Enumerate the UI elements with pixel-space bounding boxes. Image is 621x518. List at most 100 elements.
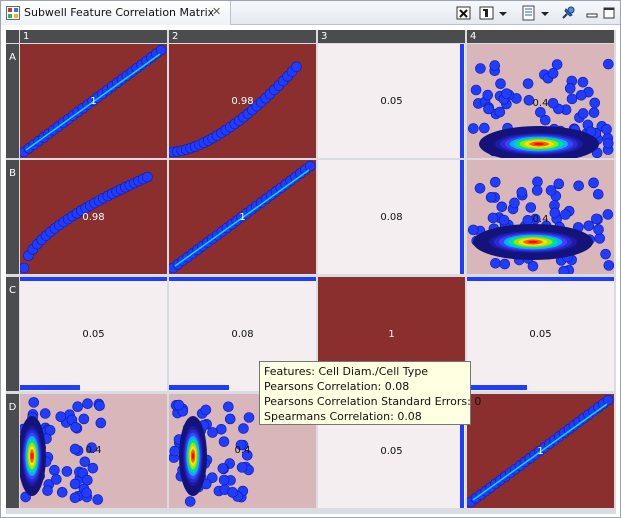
matrix-corner: [6, 30, 19, 43]
row-header-C: C: [6, 277, 19, 391]
scatter-point: [525, 202, 537, 213]
scatter-point: [516, 186, 528, 198]
cell-plot: [20, 160, 167, 274]
edge-bar: [20, 277, 167, 281]
cell-background: [318, 160, 465, 274]
scatter-point: [495, 78, 506, 89]
scatter-point: [602, 137, 614, 149]
scatter-point: [20, 262, 30, 274]
scatter-point: [501, 88, 512, 99]
scatter-point: [39, 408, 51, 419]
scatter-point: [577, 108, 589, 119]
cell-plot: [467, 160, 614, 274]
edge-bar: [460, 160, 464, 274]
scatter-point: [223, 401, 234, 413]
column-header-1: 1: [20, 30, 167, 43]
cell-plot: [169, 394, 316, 508]
matrix-cell-A1[interactable]: 1: [20, 44, 167, 158]
row-header-B: B: [6, 160, 19, 274]
scatter-point: [69, 443, 81, 455]
matrix-cell-A3[interactable]: 0.05: [318, 44, 465, 158]
row-header-D: D: [6, 394, 19, 508]
scatter-point: [551, 59, 563, 70]
scatter-point: [577, 76, 589, 88]
scatter-point: [78, 413, 90, 425]
scatter-point: [227, 487, 238, 498]
scatter-point: [81, 487, 92, 499]
close-icon[interactable]: ✕: [212, 5, 222, 18]
cell-plot: [169, 44, 316, 158]
matrix-view-icon: [6, 6, 20, 20]
scatter-point: [142, 171, 153, 183]
scatter-point: [485, 192, 497, 203]
scatter-point: [224, 413, 236, 425]
matrix-cell-A2[interactable]: 0.98: [169, 44, 316, 158]
scatter-point: [593, 224, 604, 235]
scatter-point: [92, 494, 104, 505]
scatter-point: [479, 122, 490, 134]
matrix-cell-B2[interactable]: 1: [169, 160, 316, 274]
scatter-point: [523, 94, 535, 106]
matrix-cell-C4[interactable]: 0.05: [467, 277, 614, 391]
minimize-icon[interactable]: [585, 5, 599, 21]
scatter-point: [588, 177, 599, 189]
density-line: [472, 403, 608, 501]
scatter-point: [82, 398, 93, 410]
matrix-cell-D4[interactable]: 1: [467, 394, 614, 508]
cell-plot: [467, 277, 614, 391]
edge-bar: [460, 394, 464, 508]
scatter-point: [583, 220, 595, 232]
cell-plot: [169, 160, 316, 274]
scatter-point: [173, 399, 185, 411]
cell-background: [20, 277, 167, 391]
scatter-point: [489, 60, 501, 71]
matrix-cell-C1[interactable]: 0.05: [20, 277, 167, 391]
dropdown-icon[interactable]: [540, 5, 550, 21]
cell-plot: [20, 394, 167, 508]
edge-bar: [467, 385, 527, 390]
scatter-point: [601, 123, 612, 135]
matrix-cell-B4[interactable]: 0.4: [467, 160, 614, 274]
matrix-cell-B1[interactable]: 0.98: [20, 160, 167, 274]
scatter-point: [69, 492, 81, 504]
scatter-point: [238, 423, 249, 434]
maximize-icon[interactable]: [602, 5, 616, 21]
pin-icon[interactable]: [560, 5, 576, 21]
scatter-point: [69, 478, 81, 490]
density-line: [25, 53, 161, 151]
dropdown-icon[interactable]: [498, 5, 508, 21]
matrix-cell-B3[interactable]: 0.08: [318, 160, 465, 274]
tooltip-pearson: Pearsons Correlation: 0.08: [264, 380, 410, 393]
scatter-point: [490, 257, 501, 269]
clear-icon[interactable]: [456, 5, 472, 21]
matrix-cell-A4[interactable]: 0.4: [467, 44, 614, 158]
scatter-point: [547, 97, 559, 109]
density-contour: [534, 142, 544, 146]
scatter-point: [184, 496, 196, 507]
cell-background: [467, 277, 614, 391]
matrix-cell-D1[interactable]: 0.4: [20, 394, 167, 508]
cell-tooltip: Features: Cell Diam./Cell Type Pearsons …: [259, 361, 482, 425]
scatter-point: [549, 207, 561, 219]
scatter-point: [468, 224, 479, 236]
tooltip-features: Features: Cell Diam./Cell Type: [264, 365, 429, 378]
tooltip-pearson-se: Pearsons Correlation Standard Errors: 0: [264, 395, 482, 408]
scatter-point: [527, 260, 539, 272]
scatter-point: [522, 78, 534, 89]
scatter-point: [600, 248, 611, 260]
scatter-point: [28, 397, 40, 408]
scatter-point: [575, 89, 587, 101]
view-tab[interactable]: Subwell Feature Correlation Matrix ✕: [1, 1, 231, 25]
scatter-point: [547, 68, 559, 79]
scatter-point: [304, 160, 316, 172]
scatter-point: [470, 84, 482, 96]
scatter-point: [95, 417, 107, 429]
layout-icon[interactable]: [479, 5, 495, 21]
scatter-point: [602, 394, 614, 406]
scatter-point: [169, 445, 181, 457]
settings-icon[interactable]: [521, 5, 537, 21]
scatter-point: [531, 185, 543, 196]
row-header-A: A: [6, 44, 19, 158]
